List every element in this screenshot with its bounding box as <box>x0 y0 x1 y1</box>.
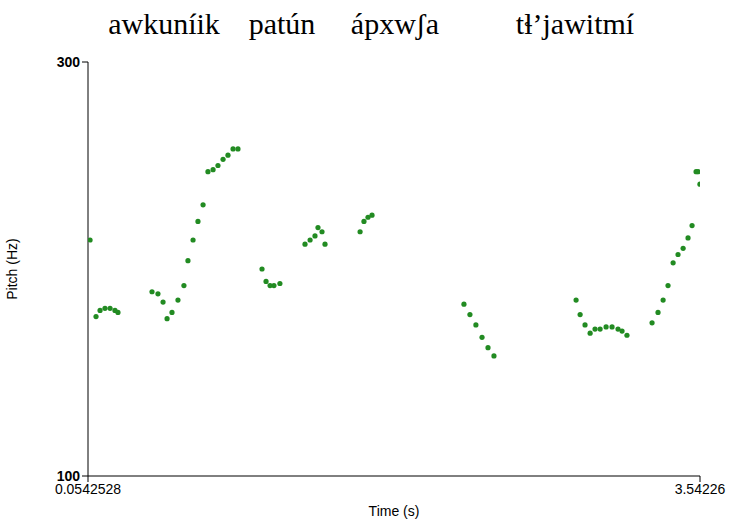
svg-text:100: 100 <box>57 468 81 484</box>
html-text:patún: patún <box>248 7 316 40</box>
html-text:awkuníik: awkuníik <box>108 7 220 40</box>
svg-text:3.54226: 3.54226 <box>675 481 726 497</box>
svg-text:0.0542528: 0.0542528 <box>54 480 122 497</box>
html-text:tɬ’jawitmí: tɬ’jawitmí <box>515 7 635 40</box>
svg-text:Pitch (Hz): Pitch (Hz) <box>4 238 20 299</box>
svg-text:300: 300 <box>57 54 81 70</box>
svg-text:Time (s): Time (s) <box>369 503 420 519</box>
html-text:ápxwʃa: ápxwʃa <box>350 7 440 40</box>
